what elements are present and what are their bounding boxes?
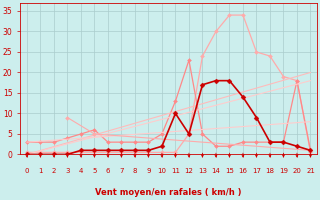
X-axis label: Vent moyen/en rafales ( km/h ): Vent moyen/en rafales ( km/h ) (95, 188, 242, 197)
